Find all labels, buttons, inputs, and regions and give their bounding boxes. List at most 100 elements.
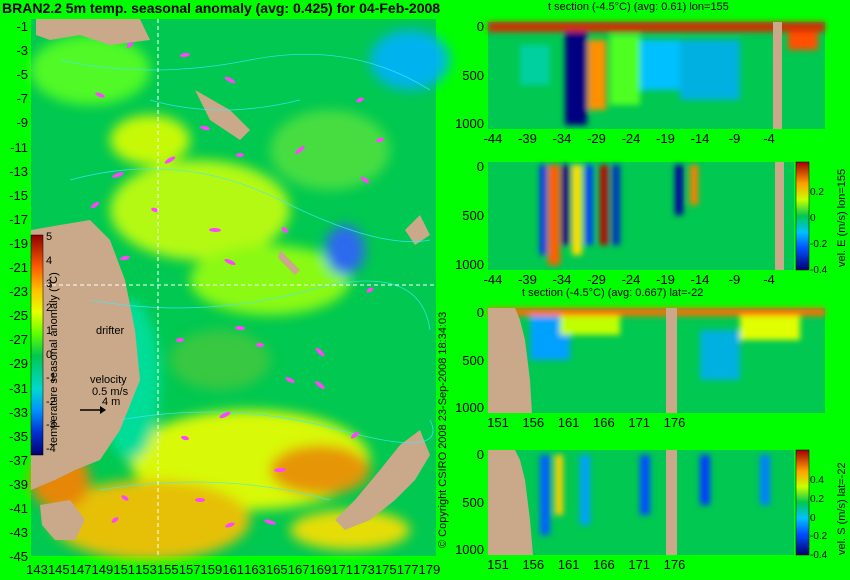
section1-title: t section (-4.5°C) (avg: 0.61) lon=155 bbox=[548, 1, 729, 13]
colorbar-label: temperature seasonal anomaly (°C) bbox=[48, 272, 60, 446]
velocity-colorbar-tick: 0 bbox=[810, 512, 816, 524]
section-x-tick: -34 bbox=[552, 131, 572, 146]
section-x-tick: 151 bbox=[487, 557, 509, 572]
section-x-tick: 166 bbox=[593, 415, 615, 430]
section-y-tick: 500 bbox=[462, 208, 484, 223]
map-lat-tick: -43 bbox=[9, 525, 28, 541]
drifter-track bbox=[224, 259, 236, 265]
velocity-colorbar-tick: -0.4 bbox=[810, 550, 828, 561]
section-y-tick: 1000 bbox=[455, 257, 484, 272]
tasmania-land bbox=[40, 500, 85, 540]
map-lat-tick: -9 bbox=[16, 115, 28, 131]
section-x-tick: 166 bbox=[593, 557, 615, 572]
drifter-track bbox=[235, 325, 245, 331]
colorbar-tick: 1 bbox=[46, 325, 53, 337]
map-lon-tick: 167 bbox=[287, 562, 310, 577]
map-lat-tick: -21 bbox=[9, 260, 28, 275]
map-lat-tick: -45 bbox=[9, 549, 28, 565]
section-x-tick: -19 bbox=[656, 131, 675, 146]
section-x-tick: -39 bbox=[518, 131, 537, 146]
section-x-tick: 176 bbox=[663, 557, 686, 572]
drifter-track bbox=[126, 41, 134, 49]
colorbar-tick: 2 bbox=[46, 301, 53, 314]
drifter-track bbox=[90, 201, 100, 209]
map-lat-tick: -1 bbox=[16, 19, 28, 34]
anomaly-map bbox=[30, 19, 450, 560]
map-lon-tick: 153 bbox=[135, 562, 157, 577]
velocity-colorbar-tick: 0.2 bbox=[810, 493, 824, 505]
colorbar-tick: 5 bbox=[46, 231, 53, 243]
drifter-track bbox=[295, 145, 305, 155]
section-x-tick: 176 bbox=[663, 415, 686, 430]
section-x-tick: 156 bbox=[522, 557, 545, 572]
section-x-tick: -4 bbox=[763, 131, 775, 146]
velocity-colorbar-tick: -0.4 bbox=[810, 265, 828, 276]
map-lat-tick: -7 bbox=[16, 91, 28, 107]
map-lon-tick: 179 bbox=[418, 562, 441, 577]
map-lon-tick: 149 bbox=[91, 562, 114, 577]
section-x-tick: -44 bbox=[483, 272, 503, 287]
drifter-track bbox=[274, 467, 286, 473]
section-y-tick: 500 bbox=[462, 494, 484, 510]
drifter-track bbox=[360, 176, 370, 184]
section-x-tick: -29 bbox=[587, 272, 606, 287]
map-lon-tick: 175 bbox=[374, 562, 397, 577]
section-y-tick: 1000 bbox=[455, 542, 484, 557]
main-title: BRAN2.2 5m temp. seasonal anomaly (avg: … bbox=[2, 0, 441, 16]
drifter-track bbox=[356, 97, 364, 103]
section-x-tick: 151 bbox=[487, 415, 509, 430]
drifter-track bbox=[176, 337, 184, 343]
velocity-label: velocity bbox=[90, 374, 127, 386]
map-lon-tick: 163 bbox=[244, 562, 266, 577]
colorbar-tick: -4 bbox=[46, 442, 56, 455]
colorbar-tick: -2 bbox=[46, 395, 56, 408]
drifter-track bbox=[164, 156, 176, 164]
drifter-track bbox=[112, 172, 124, 178]
map-lat-tick: -33 bbox=[9, 404, 28, 420]
section-x-tick: 161 bbox=[557, 557, 580, 572]
map-lat-tick: -31 bbox=[9, 380, 28, 396]
section-x-tick: 171 bbox=[628, 415, 651, 430]
map-lon-tick: 147 bbox=[69, 562, 92, 577]
section-x-tick: 156 bbox=[522, 415, 545, 430]
drifter-track bbox=[151, 207, 159, 213]
drifter-track bbox=[366, 287, 374, 293]
velocity-scale-2: 4 m bbox=[102, 396, 121, 408]
map-lat-tick: -17 bbox=[9, 211, 28, 227]
copyright: © Copyright CSIRO 2008 23-Sep-2008 18:34… bbox=[437, 311, 449, 548]
map-lon-tick: 171 bbox=[331, 562, 354, 577]
vel-e-colorbar-label: vel. E (m/s) lon=155 bbox=[836, 168, 848, 267]
drifter-track bbox=[219, 411, 231, 419]
drifter-track bbox=[95, 92, 105, 98]
map-lat-tick: -19 bbox=[9, 235, 28, 251]
map-lon-tick: 143 bbox=[26, 562, 48, 577]
map-lat-tick: -37 bbox=[9, 452, 28, 468]
temp-section-lon155 bbox=[488, 22, 825, 129]
map-lon-tick: 165 bbox=[265, 562, 288, 577]
drifter-track bbox=[351, 431, 359, 439]
map-lat-tick: -41 bbox=[9, 501, 28, 516]
drifter-track bbox=[180, 52, 190, 58]
section-x-tick: -24 bbox=[621, 131, 641, 146]
section-x-tick: -29 bbox=[587, 131, 606, 146]
drifter-track bbox=[285, 377, 295, 383]
drifter-track bbox=[236, 152, 244, 158]
map-lon-tick: 161 bbox=[222, 562, 245, 577]
velocity-colorbar-tick: 0.4 bbox=[810, 475, 824, 486]
drifter-track bbox=[225, 522, 235, 528]
map-lat-tick: -3 bbox=[16, 43, 28, 59]
velocity-colorbar-tick: 0 bbox=[810, 213, 816, 224]
section-x-tick: 161 bbox=[557, 415, 580, 430]
velocity-scale: 0.5 m/s bbox=[92, 386, 129, 398]
drifter-track bbox=[181, 435, 189, 441]
section-x-tick: -9 bbox=[728, 131, 741, 146]
section-x-tick: -14 bbox=[690, 131, 710, 146]
vel-e-section-lon155 bbox=[488, 161, 810, 271]
map-lat-tick: -35 bbox=[9, 428, 28, 444]
section-y-tick: 1000 bbox=[455, 400, 484, 415]
drifter-track bbox=[376, 137, 384, 143]
map-lat-tick: -5 bbox=[16, 67, 28, 83]
map-lat-tick: -27 bbox=[9, 332, 28, 348]
drifter-track bbox=[315, 347, 325, 357]
